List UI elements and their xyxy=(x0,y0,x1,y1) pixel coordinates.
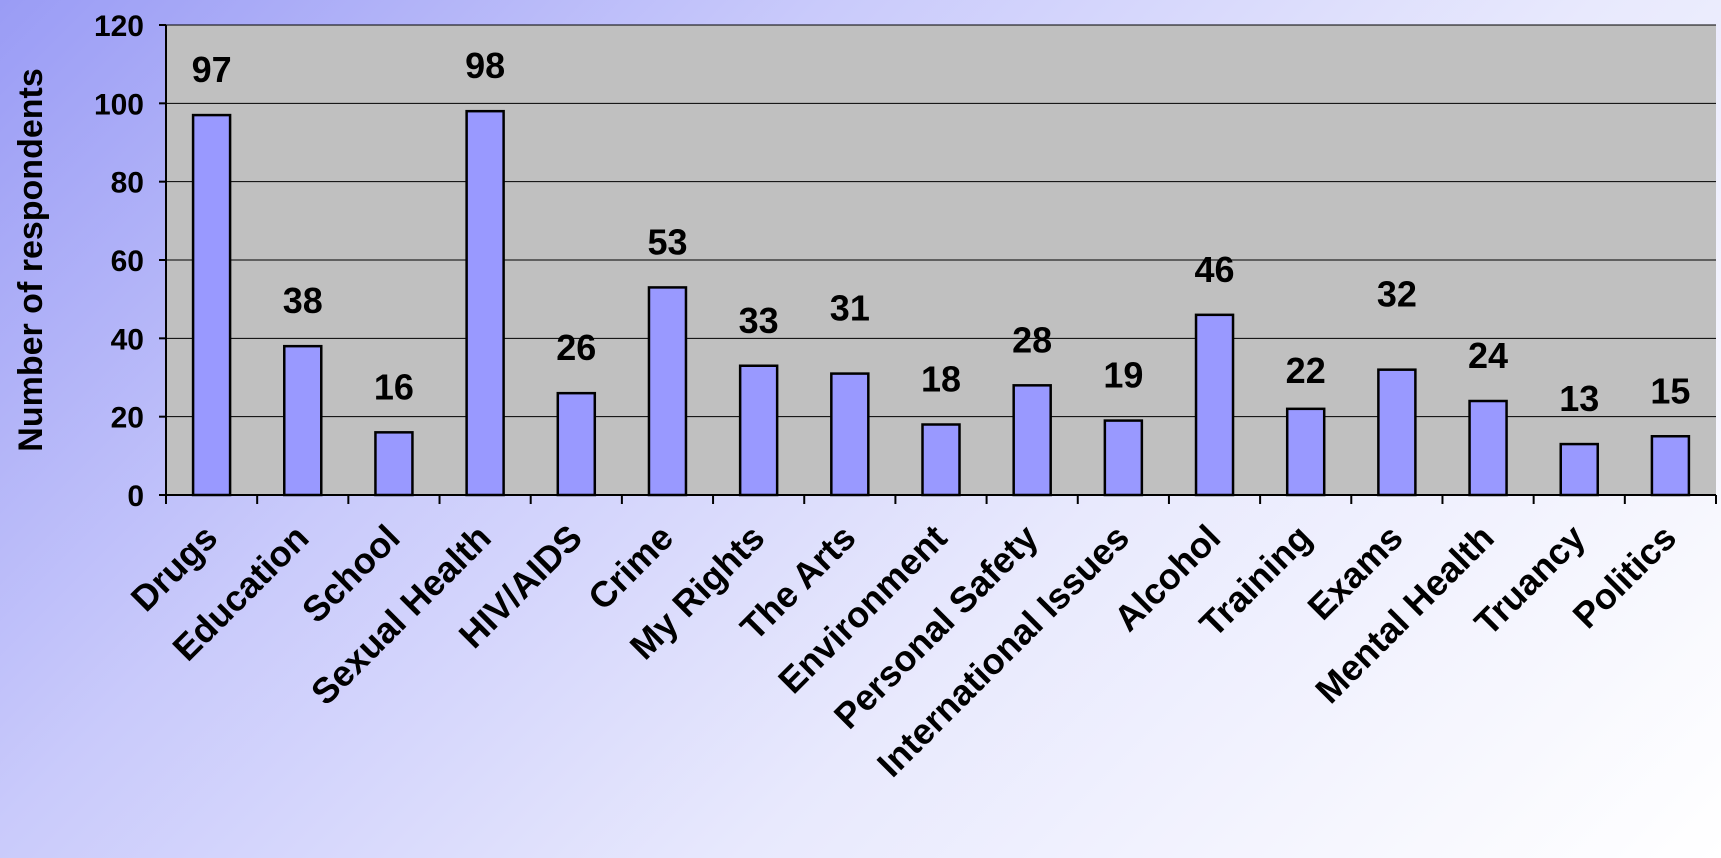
data-labels: 97 38 16 98 26 53 33 31 18 28 19 46 22 32 24 13 15 xyxy=(192,45,1691,419)
y-tick-label: 60 xyxy=(111,245,144,278)
bar-personal-safety xyxy=(1012,384,1052,497)
bar-hiv-aids xyxy=(556,391,597,497)
bar-the-arts xyxy=(830,372,870,497)
y-axis-title: Number of respondents xyxy=(12,68,50,451)
bar-international-issues xyxy=(1103,419,1144,497)
data-label: 28 xyxy=(1012,319,1052,360)
data-label: 22 xyxy=(1286,350,1326,391)
y-tick-label: 20 xyxy=(111,402,144,435)
bar-crime xyxy=(647,286,688,497)
y-tick-label: 0 xyxy=(127,480,144,513)
data-label: 18 xyxy=(921,359,961,400)
bar-truancy xyxy=(1559,442,1599,497)
data-label: 38 xyxy=(283,280,323,321)
data-label: 16 xyxy=(374,366,414,407)
data-label: 33 xyxy=(739,300,779,341)
bar-training xyxy=(1285,407,1326,497)
bar-my-rights xyxy=(738,364,779,497)
data-label: 53 xyxy=(647,221,687,262)
data-label: 32 xyxy=(1377,274,1417,315)
data-label: 26 xyxy=(556,327,596,368)
bar-series xyxy=(191,109,1691,497)
bar-exams xyxy=(1377,368,1417,497)
data-label: 46 xyxy=(1195,249,1235,290)
bar-alcohol xyxy=(1194,313,1235,497)
data-label: 19 xyxy=(1103,355,1143,396)
bar-school xyxy=(374,431,414,497)
bar-education xyxy=(283,344,323,497)
gridlines xyxy=(166,24,1716,418)
bar-politics xyxy=(1650,435,1691,497)
x-category-label: Politics xyxy=(1565,517,1685,637)
bar-environment xyxy=(921,423,961,497)
y-tick-label: 80 xyxy=(111,167,144,200)
data-label: 15 xyxy=(1650,370,1690,411)
y-tick-label: 100 xyxy=(94,88,144,121)
data-label: 31 xyxy=(830,288,870,329)
data-label: 97 xyxy=(192,49,232,90)
data-label: 13 xyxy=(1559,378,1599,419)
bar-sexual-health xyxy=(465,109,505,497)
axes xyxy=(159,24,1717,504)
data-label: 98 xyxy=(465,45,505,86)
y-axis-tick-labels: 0 20 40 60 80 100 120 xyxy=(94,10,144,513)
data-label: 24 xyxy=(1468,335,1508,376)
y-tick-label: 40 xyxy=(111,323,144,356)
bar-drugs xyxy=(191,113,232,497)
bar-mental-health xyxy=(1468,399,1508,497)
y-tick-label: 120 xyxy=(94,10,144,43)
